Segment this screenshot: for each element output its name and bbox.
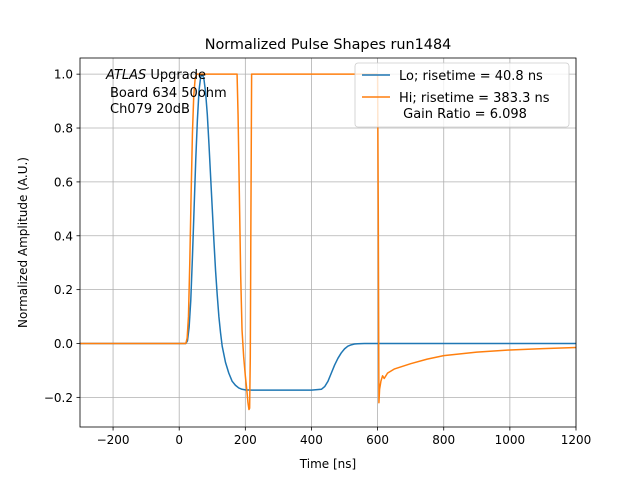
svg-text:ATLAS Upgrade: ATLAS Upgrade	[105, 68, 206, 83]
series-layer	[80, 73, 576, 411]
x-tick-label: 400	[300, 433, 323, 447]
y-tick-label: 0.4	[54, 229, 73, 243]
x-tick-label: 1000	[495, 433, 526, 447]
y-tick-label: 1.0	[54, 68, 73, 82]
annotation-board: Board 634 50ohm	[110, 86, 227, 101]
x-tick-label: 200	[234, 433, 257, 447]
y-tick-label: −0.2	[44, 391, 73, 405]
plot-frame	[79, 57, 577, 428]
series-line-lo	[80, 73, 576, 391]
series-line-hi	[80, 73, 576, 411]
x-tick-label: 600	[366, 433, 389, 447]
chart-title: Normalized Pulse Shapes run1484	[205, 37, 452, 53]
annotation-atlas: ATLAS	[105, 68, 146, 83]
atlas-annotation: ATLAS Upgrade Board 634 50ohm Ch079 20dB	[105, 68, 227, 117]
legend: Lo; risetime = 40.8 ns Hi; risetime = 38…	[354, 62, 570, 128]
x-axis-ticks: −200 0 200 400 600 800 1000 1200	[97, 427, 592, 447]
annotation-channel: Ch079 20dB	[110, 102, 190, 117]
y-tick-label: 0.6	[54, 175, 73, 189]
y-tick-label: 0.0	[54, 337, 73, 351]
x-axis-label: Time [ns]	[299, 457, 356, 471]
annotation-upgrade: Upgrade	[146, 68, 206, 83]
legend-label-gain-ratio: Gain Ratio = 6.098	[399, 107, 527, 122]
legend-label-hi: Hi; risetime = 383.3 ns	[399, 91, 550, 106]
x-tick-label: 1200	[561, 433, 592, 447]
y-tick-label: 0.8	[54, 122, 73, 136]
y-axis-ticks: −0.2 0.0 0.2 0.4 0.6 0.8 1.0	[44, 68, 80, 405]
x-tick-label: −200	[97, 433, 130, 447]
x-tick-label: 0	[175, 433, 183, 447]
legend-label-lo: Lo; risetime = 40.8 ns	[399, 69, 543, 84]
y-tick-label: 0.2	[54, 283, 73, 297]
x-tick-label: 800	[432, 433, 455, 447]
legend-box	[354, 62, 570, 128]
y-axis-label: Normalized Amplitude (A.U.)	[16, 157, 30, 328]
